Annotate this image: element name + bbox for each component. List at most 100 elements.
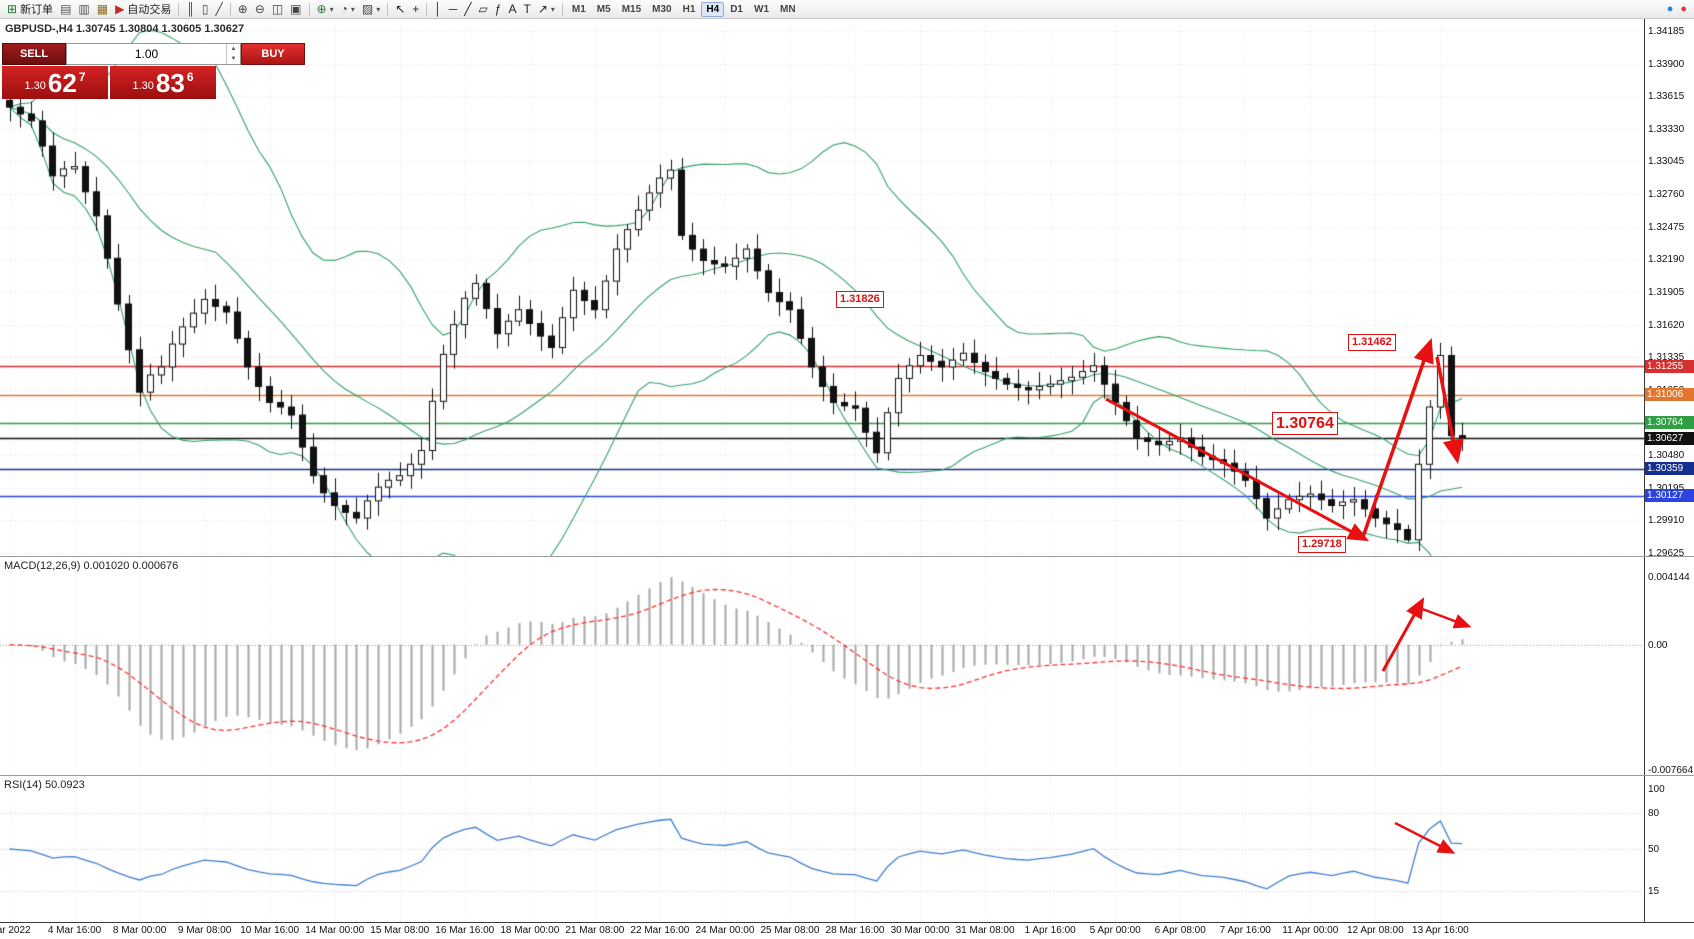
zoom-in-icon[interactable]: ⊕: [235, 1, 251, 18]
time-axis-label: 12 Apr 08:00: [1346, 925, 1404, 936]
macd-canvas[interactable]: [0, 557, 1644, 775]
time-axis-label: 31 Mar 08:00: [955, 925, 1015, 936]
sell-price-pipette: 7: [78, 70, 86, 84]
timeframe-m1-button[interactable]: M1: [571, 3, 586, 15]
time-axis-label: 7 Apr 16:00: [1219, 925, 1271, 936]
timeframe-h4-button[interactable]: H4: [701, 1, 725, 17]
timeframe-d1-button[interactable]: D1: [730, 3, 743, 15]
cursor-icon[interactable]: ↖: [392, 1, 408, 18]
buy-price-pipette: 6: [186, 70, 194, 84]
price-axis-label: 1.32475: [1648, 221, 1685, 233]
zoom-out-icon[interactable]: ⊖: [252, 1, 268, 18]
time-axis-label: 15 Mar 08:00: [370, 925, 430, 936]
search-icon[interactable]: ●: [1666, 3, 1674, 15]
channel-icon[interactable]: ▱: [476, 1, 491, 18]
time-axis-label: 24 Mar 00:00: [695, 925, 755, 936]
sell-price-tile[interactable]: 1.30 62 7: [2, 66, 108, 99]
tile-windows-icon-glyph: ◫: [271, 2, 284, 16]
vertical-line-icon[interactable]: │: [431, 1, 445, 18]
time-axis-label: 5 Apr 00:00: [1089, 925, 1141, 936]
time-axis-label: 8 Mar 00:00: [112, 925, 167, 936]
profiles-icon[interactable]: ▥: [75, 1, 92, 18]
bar-chart-icon[interactable]: ║: [183, 1, 198, 18]
candlestick-chart-icon[interactable]: ▯: [199, 1, 212, 18]
macd-axis-label: 0.00: [1648, 639, 1668, 651]
tile-windows-icon[interactable]: ◫: [269, 1, 286, 18]
chart-window-icon[interactable]: ▤: [57, 1, 74, 18]
price-chart-panel: 1.34185 1.33900 1.33615 1.33330 1.33045 1.327…: [0, 19, 1694, 559]
textlabel-icon[interactable]: T: [520, 1, 533, 18]
time-axis-label: 21 Mar 08:00: [565, 925, 625, 936]
timeframe-w1-button[interactable]: W1: [754, 3, 769, 15]
templates-button[interactable]: ▨ ▾: [359, 1, 383, 18]
new-order-button[interactable]: ⊞ 新订单: [4, 1, 56, 18]
price-axis-label: 1.29625: [1648, 547, 1685, 559]
timeframe-h1-button[interactable]: H1: [682, 3, 696, 15]
toolbar-separator: [308, 2, 310, 16]
sell-button[interactable]: SELL: [2, 43, 66, 65]
timeframe-m30-button[interactable]: M30: [652, 3, 672, 15]
timeframe-mn-button[interactable]: MN: [780, 3, 796, 15]
periods-button[interactable]: ◔ ▾: [338, 1, 358, 18]
volume-down-button[interactable]: ▼: [230, 56, 237, 62]
line-chart-icon-glyph: ╱: [215, 2, 223, 16]
price-tag-1.31255: 1.31255: [1645, 359, 1694, 373]
timeframe-m5-button[interactable]: M5: [596, 3, 611, 15]
time-axis-label: 13 Apr 16:00: [1412, 925, 1469, 936]
horizontal-line-icon-glyph: ─: [448, 2, 458, 16]
fibonacci-icon[interactable]: ƒ: [492, 1, 505, 18]
rsi-axis-label: 80: [1648, 808, 1660, 820]
time-axis-label: 25 Mar 08:00: [760, 925, 820, 936]
timeframe-m15-button[interactable]: M15: [621, 3, 642, 15]
volume-input[interactable]: [67, 44, 226, 64]
buy-price-tile[interactable]: 1.30 83 6: [110, 66, 216, 99]
new-order-button-label: 新订单: [20, 4, 54, 16]
price-chart-canvas[interactable]: [0, 19, 1644, 556]
arrows-icon-glyph: ↗: [537, 2, 548, 16]
market-watch-icon[interactable]: ▦: [94, 1, 111, 18]
price-axis-label: 1.31905: [1648, 286, 1685, 298]
market-watch-icon-glyph: ▦: [96, 2, 109, 16]
auto-trading-glyph: ▶: [115, 2, 125, 16]
rsi-label: RSI(14) 50.0923: [4, 779, 85, 791]
rsi-axis: 100 80 50 15: [1644, 776, 1694, 922]
macd-axis-label: 0.004144: [1648, 571, 1690, 583]
time-axis-label: 1 Apr 16:00: [1024, 925, 1076, 936]
auto-trading-button[interactable]: ▶ 自动交易: [112, 1, 174, 18]
time-axis-label: 6 Apr 08:00: [1154, 925, 1206, 936]
price-axis-label: 1.29910: [1648, 515, 1685, 527]
arrows-icon[interactable]: ↗ ▾: [535, 1, 558, 18]
indicators-button[interactable]: ⊕ ▾: [314, 1, 337, 18]
textlabel-icon-glyph: T: [523, 2, 531, 16]
time-axis-label: 10 Mar 16:00: [240, 925, 300, 936]
price-axis-label: 1.30480: [1648, 450, 1685, 462]
price-callout-1: 1.31826: [836, 291, 884, 308]
buy-button[interactable]: BUY: [241, 43, 305, 65]
macd-axis: 0.004144 0.00 -0.007664: [1644, 557, 1694, 776]
horizontal-line-icon[interactable]: ─: [446, 1, 461, 18]
toolbar-separator: [561, 2, 563, 16]
templates-glyph: ▨: [361, 2, 374, 16]
text-icon[interactable]: A: [505, 1, 519, 18]
price-axis-label: 1.32190: [1648, 254, 1685, 266]
periods-button-caret-icon: ▾: [350, 4, 355, 14]
cascade-windows-icon[interactable]: ▣: [287, 1, 304, 18]
time-axis-label: Mar 2022: [0, 925, 31, 936]
auto-trading-button-label: 自动交易: [127, 4, 172, 16]
macd-panel: 0.004144 0.00 -0.007664 MACD(12,26,9) 0.00…: [0, 556, 1694, 776]
time-axis-label: 14 Mar 00:00: [305, 925, 365, 936]
trendline-icon-glyph: ╱: [464, 2, 472, 16]
rsi-canvas[interactable]: [0, 776, 1644, 922]
periods-glyph: ◔: [340, 2, 348, 16]
arrows-icon-caret-icon: ▾: [550, 4, 555, 14]
toolbar-separator: [178, 2, 180, 16]
news-icon[interactable]: ●: [1680, 3, 1687, 15]
price-axis-label: 1.33330: [1648, 123, 1685, 135]
price-axis-label: 1.34185: [1648, 26, 1685, 37]
volume-up-button[interactable]: ▲: [230, 46, 237, 52]
time-axis-label: 11 Apr 00:00: [1282, 925, 1339, 936]
crosshair-icon[interactable]: +: [409, 1, 422, 18]
trendline-icon[interactable]: ╱: [461, 1, 474, 18]
price-tag-1.30127: 1.30127: [1645, 489, 1694, 503]
line-chart-icon[interactable]: ╱: [212, 1, 225, 18]
